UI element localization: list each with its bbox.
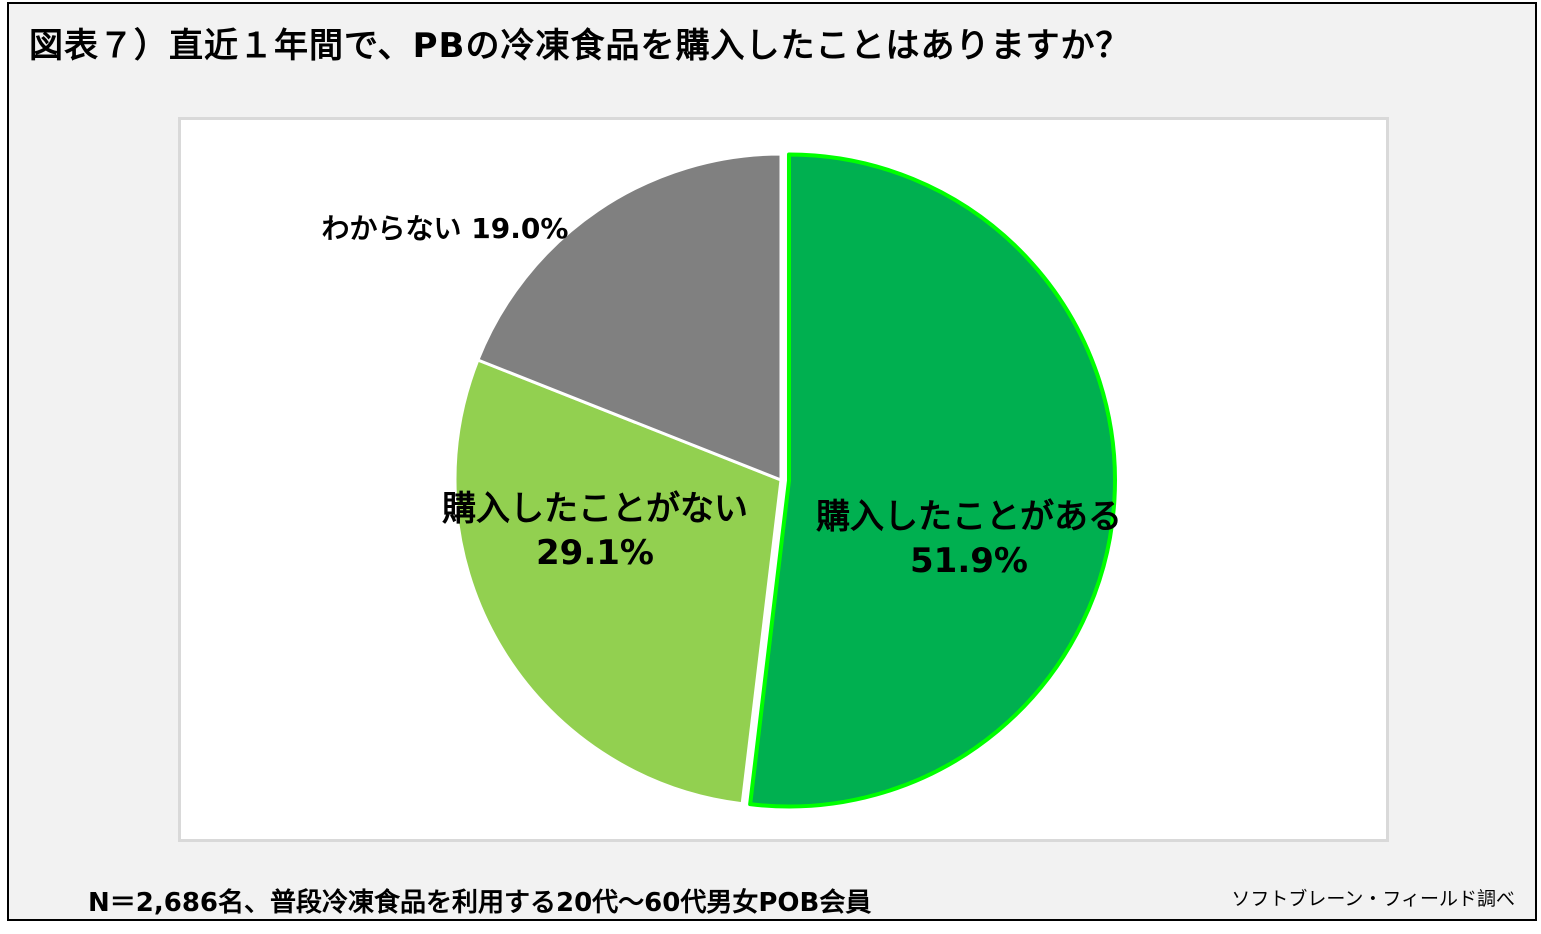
pie-slice-3 bbox=[476, 152, 783, 482]
slice-category-label: 購入したことがある bbox=[816, 497, 1122, 537]
source-note: ソフトブレーン・フィールド調べ bbox=[1231, 888, 1515, 910]
sample-note: N＝2,686名、普段冷凍食品を利用する20代～60代男女POB会員 bbox=[88, 888, 872, 918]
slice-category-label: 購入したことがない bbox=[442, 489, 748, 529]
pie-slice-2 bbox=[453, 358, 783, 806]
slice-value-label: 51.9% bbox=[910, 541, 1028, 581]
chart-title: 図表７）直近１年間で、PBの冷凍食品を購入したことはありますか？ bbox=[29, 26, 1131, 66]
figure-frame: 図表７）直近１年間で、PBの冷凍食品を購入したことはありますか？ 購入したことが… bbox=[7, 2, 1537, 921]
pie-chart: 購入したことがある 51.9% 購入したことがない 29.1% わからない 19.0% bbox=[322, 152, 1122, 809]
slice-label-3: わからない 19.0% bbox=[322, 212, 569, 245]
slice-value-label: 29.1% bbox=[536, 533, 654, 573]
slice-label-1: 購入したことがある 51.9% bbox=[816, 497, 1122, 581]
pie-slice-1 bbox=[748, 152, 1117, 809]
plot-area: 購入したことがある 51.9% 購入したことがない 29.1% わからない 19.0% bbox=[178, 117, 1389, 842]
slice-label-2: 購入したことがない 29.1% bbox=[442, 489, 748, 573]
